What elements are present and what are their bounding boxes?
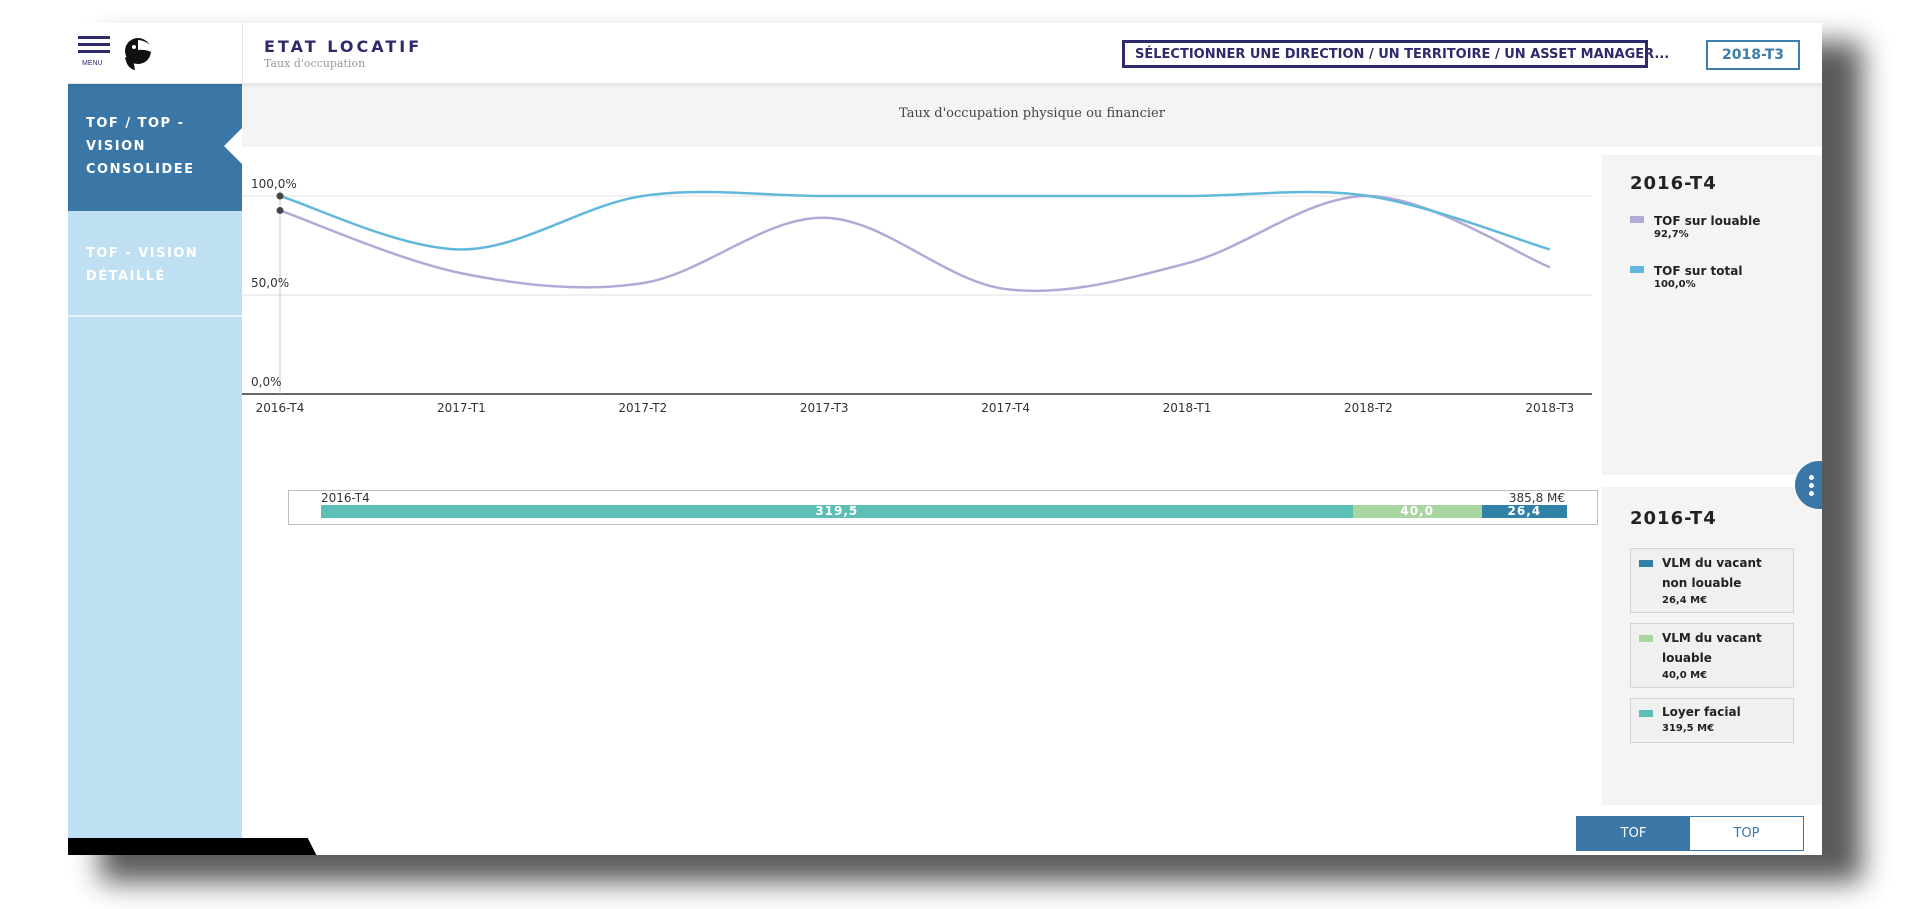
legend-swatch [1639,560,1653,567]
hamburger-icon-bar-3 [78,50,110,53]
tof-top-toggle: TOF TOP [1576,816,1804,851]
menu-label: MENU [82,60,103,67]
y-tick-label: 50,0% [251,276,289,290]
header-divider [242,23,243,83]
sidebar: TOF / TOP - VISION CONSOLIDEE TOF - VISI… [68,83,242,855]
x-tick-label: 2018-T1 [1163,401,1212,415]
stacked-bar-total: 385,8 M€ [1508,491,1565,505]
hamburger-icon-bar-2 [78,43,110,46]
stacked-bar-period: 2016-T4 [321,491,370,505]
x-tick-label: 2017-T1 [437,401,486,415]
toggle-option-tof[interactable]: TOF [1577,817,1690,850]
kebab-icon-dot-3 [1809,491,1814,496]
legend-item-name: VLM du vacant louable [1662,631,1762,665]
stacked-bar-chart: 2016-T4 385,8 M€ 319,5 40,0 26,4 [288,490,1598,525]
legend-panel-divider [1602,475,1822,487]
page-title: ETAT LOCATIF [264,37,423,56]
hover-point [276,206,284,214]
chart-header: Taux d'occupation physique ou financier [242,83,1822,147]
y-tick-label: 0,0% [251,375,282,389]
legend-item-value: 26,4 M€ [1662,595,1708,606]
hover-point [276,192,284,200]
menu-button[interactable]: MENU [78,36,112,70]
legend-swatch [1639,635,1653,642]
top-legend-heading: 2016-T4 [1630,173,1717,194]
more-options-button[interactable] [1795,461,1822,509]
series-line-tof-total [279,190,1551,251]
x-tick-label: 2016-T4 [256,401,305,415]
legend-item-vacant-non-louable: VLM du vacant non louable 26,4 M€ [1630,548,1794,613]
occupation-line-chart[interactable]: 100,0% 50,0% 0,0% 2016-T4 2017-T1 2017-T2 2017… [242,147,1602,477]
stacked-bar-segment[interactable]: 319,5 [321,505,1353,518]
x-tick-label: 2018-T2 [1344,401,1393,415]
series-line-tof-louable [279,194,1551,293]
scope-selector-label: SÉLECTIONNER UNE DIRECTION / UN TERRITOI… [1135,46,1670,62]
legend-item-value: 40,0 M€ [1662,670,1708,681]
hamburger-icon [78,36,110,39]
kebab-icon [1809,475,1814,480]
legend-item-value: 319,5 M€ [1662,723,1715,734]
x-tick-label: 2017-T2 [618,401,667,415]
y-tick-label: 100,0% [251,177,297,191]
legend-swatch [1639,710,1653,717]
sidebar-item-label: TOF - VISION DÉTAILLÉ [86,246,199,284]
kebab-icon-dot-2 [1809,483,1814,488]
legend-item-name: TOF sur louable [1654,214,1761,228]
legend-swatch [1630,216,1644,223]
app-window: MENU ETAT LOCATIF Taux d'occupation SÉLE… [68,23,1822,855]
legend-swatch [1630,266,1644,273]
sidebar-item-vision-consolidee[interactable]: TOF / TOP - VISION CONSOLIDEE [68,83,242,211]
stacked-bar-track: 319,5 40,0 26,4 [321,505,1567,518]
legend-item-loyer-facial: Loyer facial 319,5 M€ [1630,698,1794,743]
stacked-bar-segment[interactable]: 40,0 [1352,505,1482,518]
scope-selector-button[interactable]: SÉLECTIONNER UNE DIRECTION / UN TERRITOI… [1122,40,1669,68]
legend-item-value: 92,7% [1654,229,1689,240]
legend-item-name: Loyer facial [1662,705,1741,719]
x-tick-label: 2017-T3 [800,401,849,415]
legend-item-value: 100,0% [1654,279,1696,290]
toucan-logo-icon [125,38,153,70]
chart-title: Taux d'occupation physique ou financier [899,106,1165,121]
bottom-left-tab[interactable] [68,838,323,855]
bottom-legend-heading: 2016-T4 [1630,508,1717,529]
legend-item-vacant-louable: VLM du vacant louable 40,0 M€ [1630,623,1794,688]
sidebar-item-vision-detaille[interactable]: TOF - VISION DÉTAILLÉ [68,213,242,317]
period-selector-button[interactable]: 2018-T3 [1706,40,1800,70]
toggle-option-top[interactable]: TOP [1690,817,1803,850]
legend-item-name: VLM du vacant non louable [1662,556,1762,590]
top-header: MENU ETAT LOCATIF Taux d'occupation SÉLE… [68,23,1822,84]
page-subtitle: Taux d'occupation [264,57,366,70]
x-tick-label: 2017-T4 [981,401,1030,415]
stacked-bar-segment[interactable]: 26,4 [1481,505,1567,518]
sidebar-item-label: TOF / TOP - VISION CONSOLIDEE [86,116,195,177]
x-tick-label: 2018-T3 [1525,401,1574,415]
legend-item-name: TOF sur total [1654,264,1743,278]
active-pointer-icon [224,128,242,164]
legend-panel: 2016-T4 TOF sur louable 92,7% TOF sur to… [1602,155,1822,805]
